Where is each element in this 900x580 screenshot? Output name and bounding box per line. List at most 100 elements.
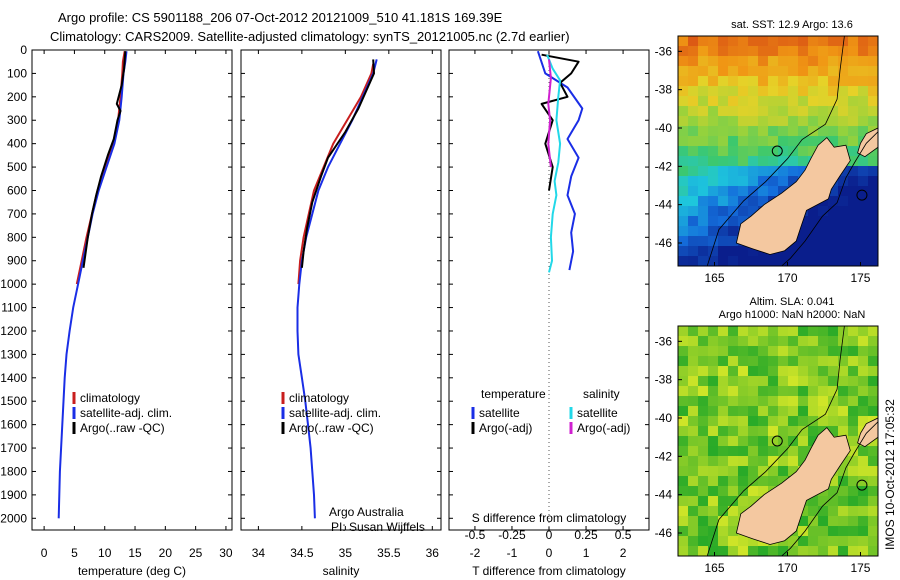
depth-tick-label: 1400 — [0, 371, 27, 385]
x-tick-label: 35 — [339, 546, 353, 560]
s-tick-label: -0.25 — [498, 528, 526, 542]
lon-tick-label: 170 — [777, 271, 797, 285]
x-tick-label: 36 — [426, 546, 440, 560]
x-tick-label: 25 — [189, 546, 203, 560]
x-tick-label: 0 — [546, 546, 553, 560]
depth-tick-label: 800 — [7, 230, 27, 244]
legend-header: salinity — [583, 387, 620, 401]
bathymetry-contour — [706, 36, 845, 266]
depth-tick-label: 1700 — [0, 441, 27, 455]
x-tick-label: 1 — [583, 546, 590, 560]
map-frame — [677, 35, 879, 267]
depth-tick-label: 700 — [7, 207, 27, 221]
bathymetry-contour — [706, 326, 845, 556]
lat-tick-label: -40 — [655, 121, 673, 135]
lat-tick-label: -44 — [655, 198, 673, 212]
chart-title-line1: Argo profile: CS 5901188_206 07-Oct-2012… — [58, 10, 503, 25]
panel-salinity: 34 34.5 35 35.5 36 salinity climatologysatelli… — [240, 49, 442, 578]
depth-tick-label: 500 — [7, 160, 27, 174]
series-line-satellite-sat-s — [546, 54, 562, 273]
map-title: Argo h1000: NaN h2000: NaN — [719, 309, 866, 321]
land-south-island — [735, 427, 851, 545]
legend-label: climatology — [289, 391, 349, 405]
lat-tick-label: -46 — [655, 236, 673, 250]
depth-tick-label: 1800 — [0, 464, 27, 478]
x-tick-label: 10 — [98, 546, 112, 560]
x-tick-label: -1 — [507, 546, 518, 560]
depth-tick-label: 200 — [7, 90, 27, 104]
series-line-satellite-sat — [536, 50, 584, 271]
lon-tick-label: 175 — [850, 561, 870, 575]
depth-tick-label: 1100 — [1, 301, 27, 315]
timestamp-label: IMOS 10-Oct-2012 17:05:32 — [883, 399, 897, 550]
chart-title-line2: Climatology: CARS2009. Satellite-adjuste… — [50, 29, 570, 44]
series-line-argo-adj-argo-s — [547, 59, 552, 168]
s-tick-label: 0 — [546, 528, 553, 542]
legend-label: Argo(..raw -QC) — [80, 421, 165, 435]
x-tick-label: 15 — [128, 546, 142, 560]
land-south-island — [735, 137, 851, 255]
lat-tick-label: -36 — [655, 334, 673, 348]
legend-label: Argo(-adj) — [479, 421, 532, 435]
legend-label: satellite — [479, 406, 520, 420]
map-field — [678, 36, 878, 266]
x-axis-label: temperature (deg C) — [78, 564, 186, 578]
map-field — [678, 326, 878, 556]
depth-tick-label: 900 — [7, 254, 27, 268]
lat-tick-label: -38 — [655, 83, 673, 97]
lon-tick-label: 170 — [777, 561, 797, 575]
x-tick-label: 2 — [620, 546, 627, 560]
annotation-line: PI: Susan Wijffels — [331, 520, 425, 534]
x-tick-label: 20 — [159, 546, 173, 560]
lat-tick-label: -42 — [655, 449, 673, 463]
bathymetry-contour — [781, 131, 878, 266]
depth-tick-label: 1600 — [0, 418, 27, 432]
s-tick-label: -0.5 — [465, 528, 486, 542]
x-tick-label: 34 — [252, 546, 266, 560]
lat-tick-label: -36 — [655, 44, 673, 58]
panel-difference: -2 -1 0 1 2 T difference from climatology S di… — [448, 49, 650, 578]
series-line-argo-raw-qc-argo — [300, 59, 375, 268]
s-tick-label: 0.25 — [574, 528, 598, 542]
x-tick-label: 5 — [71, 546, 78, 560]
lat-tick-label: -38 — [655, 373, 673, 387]
plot-frame-temperature — [31, 49, 233, 531]
lon-tick-label: 175 — [850, 271, 870, 285]
sla-map: -36 -38 -40 -42 -44 -46 165 170 175 Altim. SLA: 0… — [655, 296, 879, 575]
plot-frame-salinity — [240, 49, 442, 531]
profile-marker — [771, 145, 783, 157]
lat-tick-label: -40 — [655, 411, 673, 425]
profile-marker — [856, 189, 868, 201]
lat-tick-label: -44 — [655, 488, 673, 502]
depth-tick-label: 1200 — [0, 324, 27, 338]
x-tick-label: 34.5 — [290, 546, 314, 560]
s-axis-label: S difference from climatology — [472, 511, 627, 525]
depth-tick-label: 300 — [7, 113, 27, 127]
series-line-satellite-adj-clim-sat — [57, 51, 128, 519]
x-tick-label: 0 — [41, 546, 48, 560]
map-frame — [677, 325, 879, 557]
legend-label: satellite — [577, 406, 618, 420]
depth-tick-label: 600 — [7, 183, 27, 197]
legend-label: Argo(-adj) — [577, 421, 630, 435]
series-line-argo-raw-qc-argo — [82, 51, 127, 268]
x-tick-label: -2 — [470, 546, 481, 560]
sst-map: -36 -38 -40 -42 -44 -46 165 170 175 sat. SST: 12.… — [655, 19, 879, 285]
x-axis-label: salinity — [323, 564, 360, 578]
annotation-line: Argo Australia — [329, 505, 404, 519]
bathymetry-contour — [781, 421, 878, 556]
map-title: sat. SST: 12.9 Argo: 13.6 — [731, 19, 853, 31]
map-title: Altim. SLA: 0.041 — [750, 296, 835, 308]
depth-tick-label: 400 — [7, 137, 27, 151]
x-tick-label: 30 — [219, 546, 233, 560]
legend-label: satellite-adj. clim. — [289, 406, 381, 420]
legend-label: Argo(..raw -QC) — [289, 421, 374, 435]
lon-tick-label: 165 — [704, 561, 724, 575]
depth-tick-label: 1000 — [0, 277, 27, 291]
depth-tick-label: 1900 — [0, 488, 27, 502]
legend-label: satellite-adj. clim. — [80, 406, 172, 420]
depth-tick-label: 1300 — [0, 347, 27, 361]
x-tick-label: 35.5 — [377, 546, 401, 560]
s-tick-label: 0.5 — [615, 528, 632, 542]
